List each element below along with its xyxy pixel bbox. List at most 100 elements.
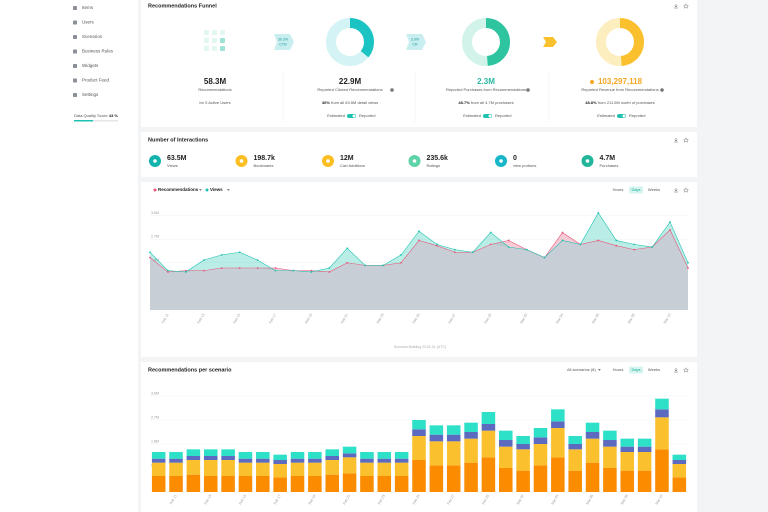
bar-segment <box>412 436 426 460</box>
menu-item[interactable]: Product Feed <box>82 78 110 83</box>
point <box>687 261 689 264</box>
menu-item[interactable]: Users <box>82 20 95 25</box>
point <box>220 267 223 269</box>
menu-icon[interactable] <box>73 20 77 25</box>
interaction-label: Purchases <box>600 163 619 168</box>
bar-segment <box>533 444 548 466</box>
period-button[interactable]: Weeks <box>648 187 660 192</box>
menu-item[interactable]: Widgets <box>82 63 99 68</box>
bar-segment <box>360 458 374 463</box>
bar-segment <box>568 444 582 450</box>
caret[interactable] <box>227 189 230 191</box>
note-text: for 0 Active Users <box>199 100 230 105</box>
x-tick-label: Feb 29 <box>483 313 492 324</box>
caret[interactable] <box>217 369 220 371</box>
toggle-label[interactable]: Reported <box>629 113 645 118</box>
download-icon[interactable] <box>674 4 678 9</box>
x-tick-label: Feb 15 <box>238 494 247 505</box>
menu-icon[interactable] <box>73 64 77 68</box>
grid-icon <box>204 46 209 51</box>
point <box>167 271 169 273</box>
x-tick-label: Feb 17 <box>268 313 277 324</box>
note-text: from all 63.5M detail views <box>331 100 378 105</box>
point <box>238 251 241 254</box>
interactions-title: Number of Interactions <box>148 137 208 143</box>
legend-label[interactable]: Recommendations <box>158 187 199 192</box>
button-active[interactable] <box>629 366 643 374</box>
menu-item[interactable]: Settings <box>82 92 99 97</box>
point <box>471 251 474 254</box>
period-button[interactable]: Days <box>631 367 640 372</box>
bar-segment <box>377 476 392 492</box>
caret[interactable] <box>598 369 601 371</box>
download-icon[interactable] <box>674 138 678 143</box>
x-tick-label: Feb 29 <box>481 494 490 505</box>
period-button[interactable]: Hours <box>613 187 624 192</box>
funnel-note: for 0 Active Users <box>199 100 230 105</box>
menu-icon[interactable] <box>73 6 77 10</box>
scenario-filter[interactable]: All scenarios (8) <box>567 367 596 372</box>
star-icon[interactable] <box>683 367 689 373</box>
point <box>615 244 618 247</box>
period-button[interactable]: Days <box>631 187 640 192</box>
point <box>328 267 331 269</box>
point <box>202 259 205 262</box>
star-icon[interactable] <box>683 137 689 143</box>
bar-segment <box>464 438 478 463</box>
interactions-card <box>141 132 697 177</box>
x-tick-label: Mar 10 <box>663 313 672 324</box>
legend-label[interactable]: Views <box>210 187 223 192</box>
star-icon[interactable] <box>683 3 689 9</box>
bar-segment <box>377 458 392 463</box>
interaction-label: Views <box>167 163 178 168</box>
menu-icon[interactable] <box>73 93 77 97</box>
download-icon[interactable] <box>674 188 678 193</box>
bar-segment <box>290 476 305 492</box>
bar-segment <box>429 425 444 435</box>
menu-item[interactable]: Items <box>82 5 94 10</box>
toggle-label[interactable]: Estimated <box>463 113 481 118</box>
bar-segment <box>446 425 461 435</box>
note-percent: 48.8% <box>585 100 597 105</box>
menu-icon[interactable] <box>73 78 77 83</box>
toggle-label[interactable]: Reported <box>495 113 511 118</box>
bar-segment <box>394 476 409 492</box>
star-icon[interactable] <box>683 187 689 193</box>
toggle-label[interactable]: Estimated <box>327 113 345 118</box>
menu-item[interactable]: Business Rules <box>82 49 114 54</box>
bar-segment <box>186 456 201 460</box>
bar-segment <box>568 436 582 444</box>
menu-item[interactable]: Scenarios <box>82 34 103 39</box>
period-button[interactable]: Weeks <box>648 367 660 372</box>
menu-icon[interactable] <box>73 49 77 54</box>
x-tick-label: Feb 19 <box>308 494 317 505</box>
toggle-label[interactable]: Reported <box>359 113 375 118</box>
bar-segment <box>637 438 652 447</box>
bar-segment <box>203 476 218 492</box>
funnel-label: Reported Clicked Recommendations <box>317 87 382 92</box>
bar-segment <box>342 453 357 458</box>
legend-dot[interactable] <box>205 188 209 192</box>
menu-icon[interactable] <box>73 35 77 39</box>
grid-icon <box>220 46 225 51</box>
bar-segment <box>603 440 617 447</box>
point <box>149 251 151 254</box>
period-button[interactable]: Hours <box>613 367 624 372</box>
bar-segment <box>273 477 287 492</box>
grid-icon <box>212 46 217 51</box>
button-active[interactable] <box>629 186 643 194</box>
x-tick-label: Mar 02 <box>519 313 528 324</box>
arrow-label: CR <box>412 42 418 46</box>
bar-segment <box>308 462 322 476</box>
point <box>651 246 654 248</box>
download-icon[interactable] <box>674 368 678 373</box>
point <box>615 239 618 242</box>
bar-segment <box>533 428 548 438</box>
x-tick-label: Feb 21 <box>342 494 351 505</box>
legend-dot[interactable] <box>153 188 157 192</box>
toggle-knob <box>488 114 492 118</box>
bar-segment <box>169 462 183 476</box>
toggle-label[interactable]: Estimated <box>597 113 615 118</box>
caret[interactable] <box>199 189 202 191</box>
bar-segment <box>308 452 322 459</box>
